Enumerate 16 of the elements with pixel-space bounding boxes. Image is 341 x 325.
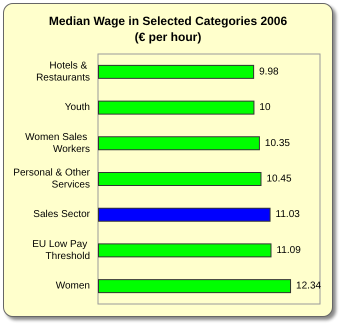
chart-title: Median Wage in Selected Categories 2006	[48, 14, 288, 28]
data-label: 11.09	[276, 244, 302, 256]
data-label: 10.35	[264, 138, 290, 149]
y-tick-label: Sales Sector	[33, 209, 91, 220]
data-label: 9.98	[259, 66, 280, 78]
data-label: 10	[259, 102, 271, 114]
y-tick-label: Youth	[64, 102, 90, 114]
data-label: 12.34	[296, 280, 322, 292]
chart-subtitle: (€ per hour)	[134, 30, 202, 44]
y-tick-label: Hotels & Restaurants	[36, 60, 90, 84]
y-tick-label: Women Sales Workers	[25, 132, 90, 155]
data-label: 10.45	[266, 174, 292, 184]
y-tick-label: Women	[56, 280, 90, 292]
y-tick-label: EU Low Pay Threshold	[32, 238, 90, 262]
data-label: 11.03	[276, 209, 300, 220]
y-tick-label: Personal & Other Services	[13, 168, 91, 190]
